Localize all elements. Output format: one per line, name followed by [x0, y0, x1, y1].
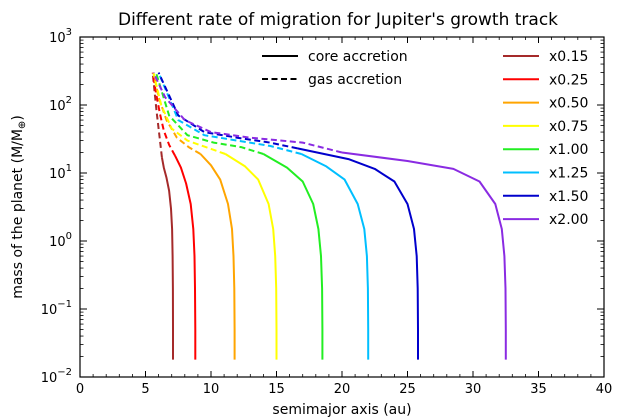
series-legend-label: x1.00	[549, 142, 588, 158]
style-legend-label: gas accretion	[308, 72, 402, 88]
y-tick-label: 10−2	[41, 367, 72, 386]
series-gas-line-x075	[152, 72, 226, 155]
series-gas-line-x125	[157, 72, 302, 155]
x-tick-label: 30	[465, 382, 482, 397]
plot-area	[151, 72, 507, 360]
series-legend-label: x1.25	[549, 166, 588, 182]
series-gas-line-x150	[157, 72, 298, 150]
y-tick-label: 102	[49, 95, 72, 114]
y-axis: 10−2 10−1 100 101 102 103	[41, 27, 604, 386]
series-core-line-x100	[262, 153, 324, 360]
y-axis-label: mass of the planet (M/M⊕)	[10, 115, 28, 299]
chart-title: Different rate of migration for Jupiter'…	[118, 10, 558, 30]
y-tick-label: 103	[49, 27, 72, 46]
y-tick-label: 100	[49, 231, 72, 250]
style-legend-label: core accretion	[308, 49, 408, 65]
series-gas-line-x100	[155, 72, 264, 155]
series-core-line-x050	[199, 153, 236, 360]
x-tick-label: 10	[203, 382, 220, 397]
x-tick-label: 0	[76, 382, 84, 397]
series-core-line-x150	[297, 147, 419, 360]
line-style-legend: core accretion gas accretion	[262, 49, 408, 88]
series-core-line-x125	[300, 153, 370, 360]
x-tick-label: 25	[399, 382, 416, 397]
series-legend-label: x1.50	[549, 189, 588, 205]
x-axis: 0 5 10 15 20 25 30 35 40	[76, 37, 612, 397]
series-legend-label: x0.15	[549, 49, 588, 65]
series-core-line-x200	[341, 151, 507, 360]
y-tick-label: 101	[49, 163, 72, 182]
plot-frame	[79, 36, 605, 378]
series-legend: x0.15 x0.25 x0.50 x0.75 x1.00 x1.25 x1.50 x2.00	[503, 49, 588, 228]
series-gas-line-x025	[151, 72, 176, 157]
series-core-line-x075	[224, 153, 278, 360]
series-gas-line-x200	[152, 72, 343, 154]
x-tick-label: 40	[596, 382, 613, 397]
series-legend-label: x0.25	[549, 72, 588, 88]
x-tick-label: 20	[334, 382, 351, 397]
y-tick-label: 10−1	[41, 299, 72, 318]
series-legend-label: x0.50	[549, 96, 588, 112]
x-tick-label: 35	[530, 382, 547, 397]
series-legend-label: x2.00	[549, 212, 588, 228]
series-core-line-x025	[174, 155, 197, 360]
series-legend-label: x0.75	[549, 119, 588, 135]
x-axis-label: semimajor axis (au)	[272, 402, 411, 418]
x-tick-label: 5	[141, 382, 149, 397]
x-tick-label: 15	[268, 382, 285, 397]
series-gas-line-x015	[151, 72, 163, 158]
series-core-line-x015	[160, 157, 174, 360]
